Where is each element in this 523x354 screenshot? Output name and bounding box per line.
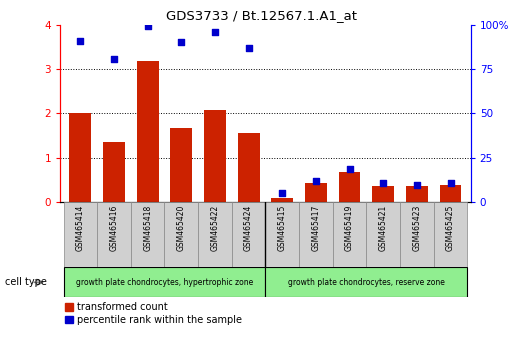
Text: growth plate chondrocytes, reserve zone: growth plate chondrocytes, reserve zone xyxy=(288,278,445,287)
Point xyxy=(345,166,354,171)
Text: GSM465415: GSM465415 xyxy=(278,205,287,251)
Bar xyxy=(434,202,468,267)
Bar xyxy=(232,202,266,267)
Text: GDS3733 / Bt.12567.1.A1_at: GDS3733 / Bt.12567.1.A1_at xyxy=(166,9,357,22)
Point xyxy=(76,38,85,44)
Bar xyxy=(63,267,266,297)
Point xyxy=(278,190,287,196)
Text: cell type: cell type xyxy=(5,277,47,287)
Text: GSM465419: GSM465419 xyxy=(345,205,354,251)
Bar xyxy=(237,133,259,202)
Bar xyxy=(70,113,92,202)
Point xyxy=(446,180,454,186)
Bar xyxy=(400,202,434,267)
Point xyxy=(211,29,219,35)
Bar xyxy=(164,202,198,267)
Text: GSM465423: GSM465423 xyxy=(412,205,422,251)
Text: GSM465422: GSM465422 xyxy=(210,205,220,251)
Bar xyxy=(367,202,400,267)
Point xyxy=(312,178,320,184)
Text: GSM465418: GSM465418 xyxy=(143,205,152,251)
Text: GSM465424: GSM465424 xyxy=(244,205,253,251)
Bar xyxy=(97,202,131,267)
Text: GSM465425: GSM465425 xyxy=(446,205,455,251)
Bar xyxy=(131,202,164,267)
Point xyxy=(244,45,253,51)
Point xyxy=(413,182,421,188)
Bar xyxy=(305,183,327,202)
Text: growth plate chondrocytes, hypertrophic zone: growth plate chondrocytes, hypertrophic … xyxy=(76,278,253,287)
Bar xyxy=(271,198,293,202)
Bar xyxy=(266,202,299,267)
Bar xyxy=(198,202,232,267)
Bar xyxy=(266,267,468,297)
Text: GSM465416: GSM465416 xyxy=(109,205,119,251)
Bar xyxy=(439,185,461,202)
Bar xyxy=(338,172,360,202)
Bar xyxy=(63,202,97,267)
Bar xyxy=(372,186,394,202)
Bar xyxy=(299,202,333,267)
Bar xyxy=(137,61,158,202)
Point xyxy=(379,180,388,186)
Bar xyxy=(170,128,192,202)
Point xyxy=(143,23,152,29)
Text: GSM465417: GSM465417 xyxy=(311,205,321,251)
Text: GSM465421: GSM465421 xyxy=(379,205,388,251)
Point xyxy=(177,40,186,45)
Point xyxy=(110,57,118,62)
Legend: transformed count, percentile rank within the sample: transformed count, percentile rank withi… xyxy=(65,302,242,325)
Text: GSM465420: GSM465420 xyxy=(177,205,186,251)
Bar xyxy=(204,110,226,202)
Text: GSM465414: GSM465414 xyxy=(76,205,85,251)
Bar xyxy=(103,142,125,202)
Bar xyxy=(333,202,367,267)
Bar xyxy=(406,186,428,202)
